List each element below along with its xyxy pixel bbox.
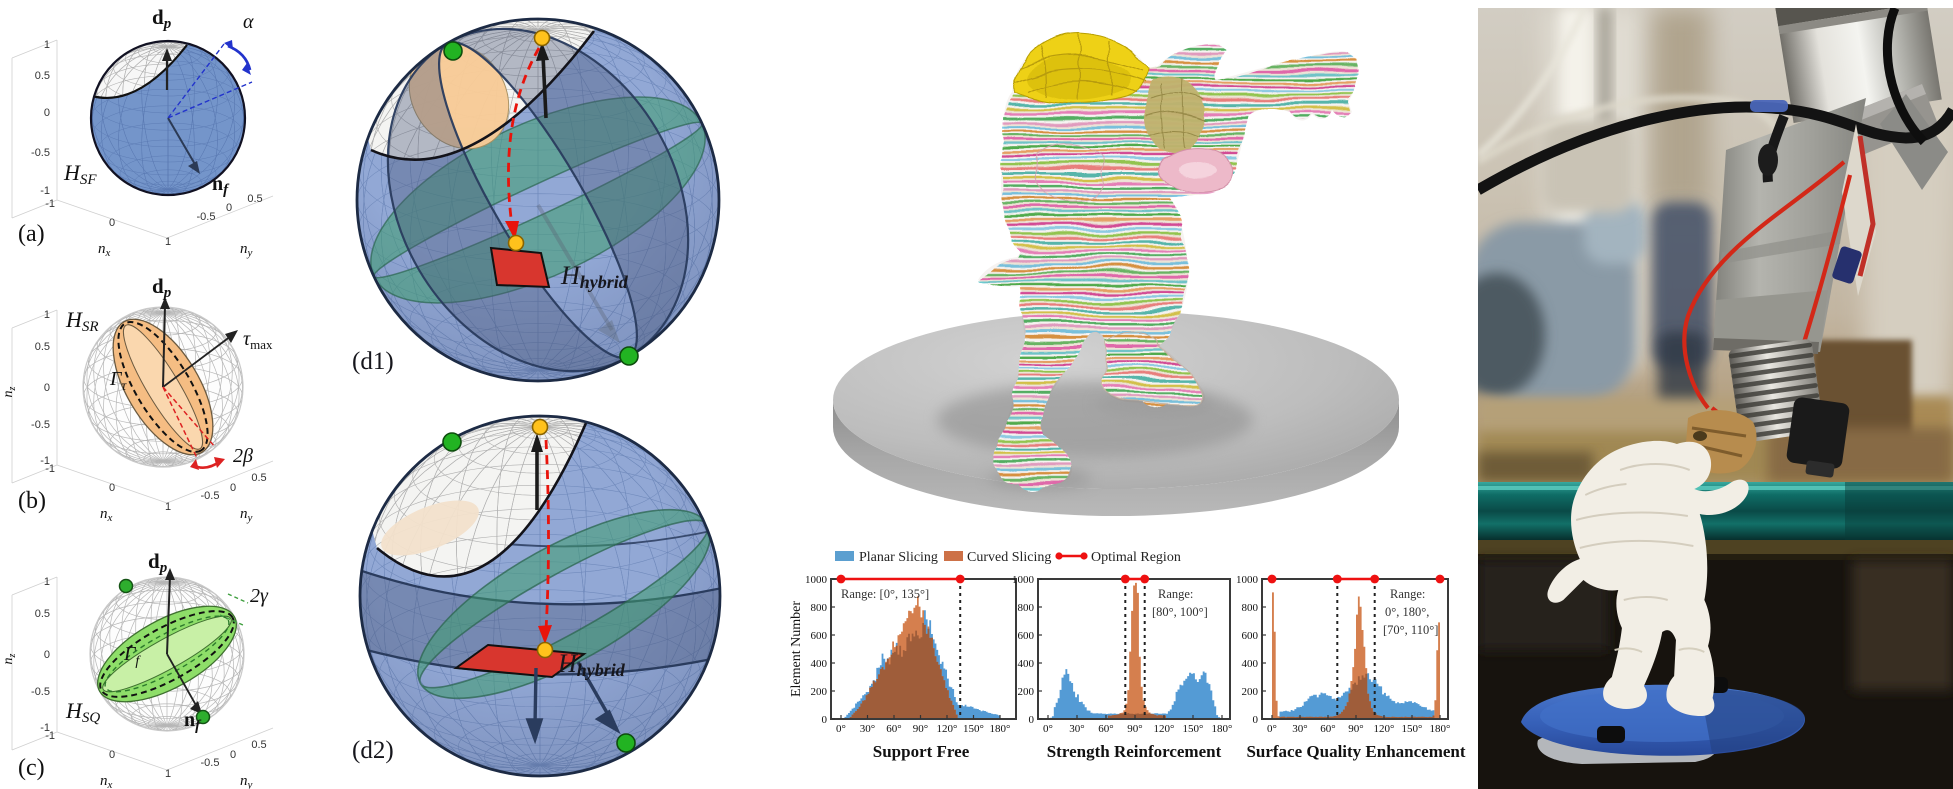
svg-text:60°: 60°	[1320, 723, 1335, 735]
svg-text:200: 200	[811, 686, 828, 698]
svg-text:α: α	[243, 11, 254, 33]
svg-text:nz: nz	[1, 653, 18, 664]
svg-text:1: 1	[165, 236, 171, 248]
svg-text:(d2): (d2)	[352, 737, 394, 764]
svg-text:Surface Quality Enhancement: Surface Quality Enhancement	[1246, 742, 1465, 761]
svg-text:-0.5: -0.5	[201, 757, 220, 769]
svg-text:180°: 180°	[1212, 723, 1233, 735]
svg-text:90°: 90°	[1127, 723, 1142, 735]
svg-text:0.5: 0.5	[35, 341, 50, 353]
svg-text:0°: 0°	[1043, 723, 1053, 735]
svg-text:2γ: 2γ	[250, 585, 269, 607]
svg-text:-0.5: -0.5	[201, 490, 220, 502]
svg-text:0: 0	[44, 107, 50, 119]
svg-text:Range:: Range:	[1158, 587, 1193, 601]
svg-text:1: 1	[165, 768, 171, 780]
svg-text:0: 0	[109, 217, 115, 229]
svg-text:600: 600	[811, 630, 828, 642]
svg-text:Strength Reinforcement: Strength Reinforcement	[1047, 742, 1222, 761]
svg-text:90°: 90°	[1348, 723, 1363, 735]
svg-text:120°: 120°	[937, 723, 958, 735]
svg-text:dp: dp	[148, 549, 168, 576]
svg-text:0: 0	[1029, 714, 1035, 726]
svg-text:0: 0	[226, 202, 232, 214]
svg-text:120°: 120°	[1154, 723, 1175, 735]
svg-text:0.5: 0.5	[35, 70, 50, 82]
svg-text:-0.5: -0.5	[197, 211, 216, 223]
svg-text:0°, 180°,: 0°, 180°,	[1385, 605, 1429, 619]
svg-text:ny: ny	[240, 773, 253, 789]
svg-text:400: 400	[811, 658, 828, 670]
svg-text:200: 200	[1018, 686, 1035, 698]
svg-text:0°: 0°	[836, 723, 846, 735]
svg-text:0.5: 0.5	[251, 739, 266, 751]
svg-text:Support Free: Support Free	[873, 742, 970, 761]
svg-text:0: 0	[44, 382, 50, 394]
svg-text:1000: 1000	[1236, 574, 1259, 586]
svg-text:0.5: 0.5	[251, 472, 266, 484]
svg-text:400: 400	[1242, 658, 1259, 670]
svg-text:30°: 30°	[1292, 723, 1307, 735]
svg-text:1: 1	[44, 39, 50, 51]
svg-text:-1: -1	[40, 455, 50, 467]
svg-text:800: 800	[1242, 602, 1259, 614]
svg-text:400: 400	[1018, 658, 1035, 670]
svg-text:-0.5: -0.5	[31, 147, 50, 159]
svg-text:Planar Slicing: Planar Slicing	[859, 550, 938, 565]
svg-text:60°: 60°	[886, 723, 901, 735]
svg-text:Curved Slicing: Curved Slicing	[967, 550, 1051, 565]
svg-text:Range: [0°, 135°]: Range: [0°, 135°]	[841, 587, 929, 601]
svg-text:(c): (c)	[18, 755, 45, 781]
svg-text:1: 1	[44, 576, 50, 588]
svg-text:0.5: 0.5	[247, 193, 262, 205]
svg-text:150°: 150°	[1183, 723, 1204, 735]
svg-text:Range:: Range:	[1390, 587, 1425, 601]
svg-text:-1: -1	[40, 722, 50, 734]
svg-text:HSQ: HSQ	[65, 698, 100, 726]
svg-text:[80°, 100°]: [80°, 100°]	[1152, 605, 1208, 619]
svg-text:0.5: 0.5	[35, 608, 50, 620]
svg-text:-1: -1	[45, 198, 55, 210]
svg-text:Element Number: Element Number	[790, 601, 804, 697]
svg-text:-1: -1	[45, 730, 55, 742]
svg-text:60°: 60°	[1098, 723, 1113, 735]
svg-text:200: 200	[1242, 686, 1259, 698]
svg-text:800: 800	[811, 602, 828, 614]
svg-text:Optimal Region: Optimal Region	[1091, 550, 1181, 565]
svg-text:0: 0	[109, 749, 115, 761]
svg-text:0: 0	[1253, 714, 1259, 726]
svg-text:0: 0	[44, 649, 50, 661]
svg-text:120°: 120°	[1374, 723, 1395, 735]
svg-text:-0.5: -0.5	[31, 686, 50, 698]
svg-text:[70°, 110°]: [70°, 110°]	[1383, 623, 1438, 637]
svg-text:150°: 150°	[1402, 723, 1423, 735]
svg-text:0: 0	[822, 714, 828, 726]
svg-text:800: 800	[1018, 602, 1035, 614]
svg-text:-1: -1	[45, 463, 55, 475]
svg-text:0: 0	[109, 482, 115, 494]
svg-text:(b): (b)	[18, 488, 46, 514]
svg-text:600: 600	[1018, 630, 1035, 642]
svg-text:nx: nx	[100, 773, 113, 789]
svg-text:1000: 1000	[805, 574, 828, 586]
svg-text:30°: 30°	[860, 723, 875, 735]
svg-text:0: 0	[230, 749, 236, 761]
svg-text:150°: 150°	[963, 723, 984, 735]
svg-text:-1: -1	[40, 185, 50, 197]
svg-text:180°: 180°	[990, 723, 1011, 735]
svg-text:-0.5: -0.5	[31, 419, 50, 431]
svg-text:180°: 180°	[1430, 723, 1451, 735]
svg-text:0°: 0°	[1267, 723, 1277, 735]
svg-text:1: 1	[44, 309, 50, 321]
svg-text:1: 1	[165, 501, 171, 513]
svg-text:30°: 30°	[1069, 723, 1084, 735]
svg-text:2β: 2β	[233, 445, 253, 467]
svg-text:0: 0	[230, 482, 236, 494]
svg-text:nz: nz	[1, 386, 18, 397]
svg-text:1000: 1000	[1012, 574, 1035, 586]
svg-text:90°: 90°	[913, 723, 928, 735]
svg-text:(d1): (d1)	[352, 348, 394, 375]
svg-text:600: 600	[1242, 630, 1259, 642]
svg-text:(a): (a)	[18, 221, 45, 247]
